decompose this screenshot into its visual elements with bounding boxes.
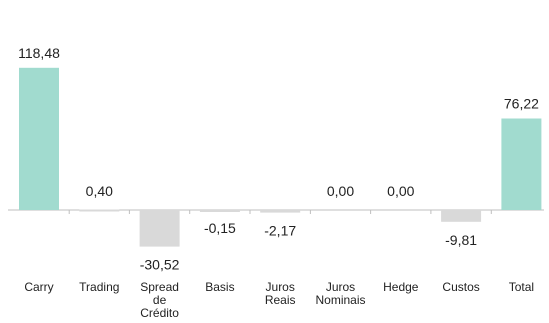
data-label: -2,17 bbox=[264, 223, 296, 239]
bar-carry bbox=[19, 67, 59, 210]
data-label: 0,00 bbox=[387, 183, 414, 199]
category-label: Total bbox=[509, 280, 534, 294]
category-label: Juros Reais bbox=[265, 280, 296, 307]
data-label: 76,22 bbox=[504, 96, 539, 112]
bar-juros-reais bbox=[260, 210, 301, 213]
category-label: Hedge bbox=[383, 280, 419, 294]
category-label: Spread de Crédito bbox=[140, 280, 179, 320]
data-label: -0,15 bbox=[204, 220, 236, 236]
bar-total bbox=[501, 118, 542, 210]
bar-spread-de-crédito bbox=[139, 210, 180, 247]
category-label: Carry bbox=[24, 280, 53, 294]
data-label: 0,40 bbox=[86, 183, 113, 199]
data-label: -30,52 bbox=[140, 257, 180, 273]
data-label: 118,48 bbox=[18, 45, 60, 61]
category-label: Custos bbox=[442, 280, 479, 294]
category-label: Trading bbox=[79, 280, 119, 294]
data-label: 0,00 bbox=[327, 183, 354, 199]
bar-trading bbox=[79, 209, 120, 212]
data-label: -9,81 bbox=[445, 232, 477, 248]
category-label: Basis bbox=[205, 280, 234, 294]
bar-basis bbox=[199, 210, 240, 212]
category-label: Juros Nominais bbox=[315, 280, 365, 307]
bar-custos bbox=[441, 210, 482, 222]
